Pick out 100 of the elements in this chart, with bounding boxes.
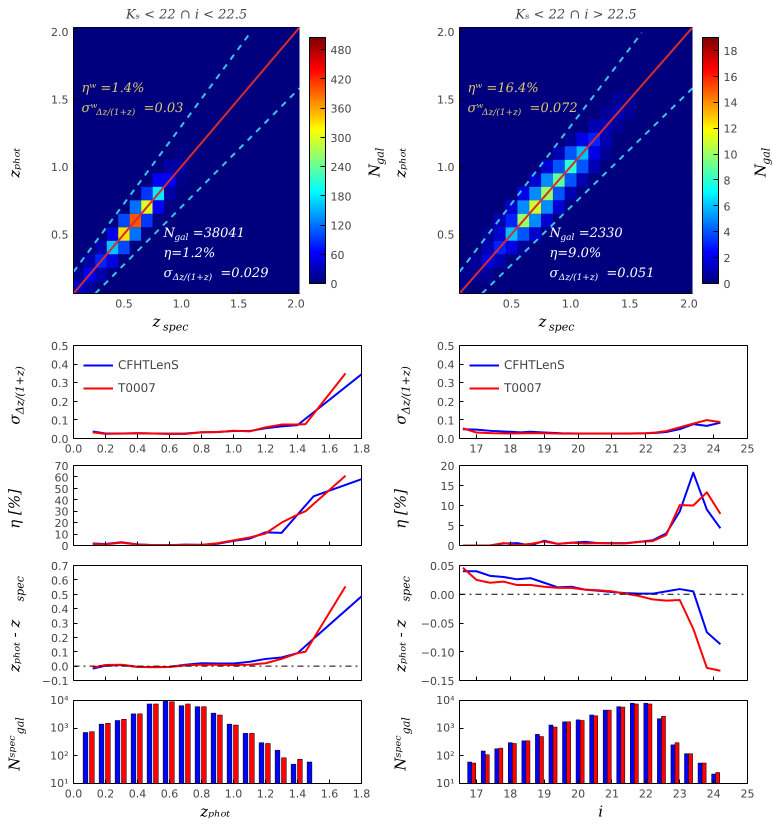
y-tick-label: 20 [54, 517, 69, 530]
y-tick-label: 0.1 [437, 414, 455, 428]
text: =38041 [192, 226, 245, 241]
color-bar-label: 6 [724, 200, 730, 214]
y-tick-label: 0.3 [437, 377, 455, 390]
y-tick-label: 10² [436, 749, 455, 762]
y-tick-label: 10¹ [50, 777, 69, 790]
x-tick-label: 1.2 [256, 788, 274, 800]
x-tick-label: 24 [706, 788, 721, 800]
y-tick-label: 0.1 [51, 646, 69, 660]
color-bar-label: 300 [330, 132, 352, 145]
y-tick-label: 0.7 [51, 560, 69, 573]
y-tick-label: 0.3 [51, 618, 69, 630]
x-tick-label: 0.0 [64, 788, 82, 800]
text: Ngal [366, 148, 386, 178]
y-tick-label: 5 [448, 520, 454, 533]
x-tick-label: 1.0 [224, 788, 242, 800]
y-tick-label: 50 [54, 482, 69, 496]
y-tick-label: 0.5 [437, 228, 455, 242]
x-tick-label: 25 [740, 442, 754, 456]
y-tick-label: 0.3 [51, 377, 69, 390]
y-tick-label: −0.10 [420, 646, 455, 660]
x-axis-title: i [598, 802, 604, 820]
y-axis-title: Nˢᵖᵉᶜgal [392, 716, 412, 772]
x-tick-label: 21 [604, 442, 619, 456]
x-tick-label: 17 [469, 788, 484, 800]
y-tick-label: 1.0 [437, 161, 455, 174]
y-tick-label: 20 [440, 460, 455, 473]
x-tick-label: 1.0 [172, 298, 190, 310]
legend-label: T0007 [118, 381, 156, 395]
line-series [92, 585, 346, 669]
y-axis-title: zₚₕₒₜ [392, 148, 410, 179]
color-bar-label: 4 [724, 226, 730, 240]
y-axis-title: zₚₕₒₜ [6, 148, 24, 179]
annotation: ηʷ =1.4% [82, 81, 144, 96]
color-bar-label: 10 [724, 148, 738, 162]
line-series [462, 491, 722, 546]
y-tick-label: 2.0 [51, 26, 69, 40]
y-tick-label: 0.05 [430, 560, 455, 573]
color-bar-label: 12 [724, 122, 738, 136]
annotation: η=9.0% [550, 246, 602, 261]
text: zₚₕₒₜ - zspec [392, 576, 412, 672]
y-tick-label: 10¹ [436, 777, 455, 790]
x-tick-label: 1.0 [562, 298, 580, 310]
color-bar-label: 0 [330, 278, 338, 291]
x-tick-label: 0.2 [96, 788, 114, 800]
y-tick-label: 0.5 [51, 340, 69, 353]
color-bar-label: 60 [330, 248, 344, 262]
x-tick-label: 23 [672, 442, 687, 456]
y-tick-label: 1.5 [437, 94, 455, 107]
y-axis-title: Nˢᵖᵉᶜgal [6, 716, 26, 772]
y-tick-label: 0.5 [51, 228, 69, 242]
y-tick-label: 15 [440, 480, 455, 493]
y-tick-label: 0.0 [51, 660, 69, 674]
x-tick-label: 0.5 [115, 298, 133, 310]
x-tick-label: 0.4 [128, 442, 146, 456]
x-tick-label: 0.8 [192, 788, 210, 800]
x-tick-label: 1.2 [256, 442, 274, 456]
y-tick-label: 0.2 [51, 396, 69, 409]
y-tick-label: 0.5 [437, 340, 455, 353]
y-tick-label: 70 [54, 460, 69, 473]
y-tick-label: 10⁴ [436, 694, 456, 707]
color-bar-label: 240 [330, 161, 352, 174]
x-tick-label: 0.6 [160, 788, 178, 800]
color-bar-label: 180 [330, 190, 352, 204]
x-tick-label: 1.8 [352, 788, 370, 800]
line-series [462, 566, 722, 672]
x-tick-label: 2.0 [287, 298, 305, 310]
color-bar-label: 420 [330, 73, 352, 86]
legend-label: T0007 [504, 381, 542, 395]
x-tick-label: 0.6 [160, 442, 178, 456]
x-tick-label: 0.8 [192, 442, 210, 456]
text: =2330 [578, 226, 623, 241]
y-tick-label: 0 [62, 540, 68, 553]
y-tick-label: −0.05 [420, 618, 455, 630]
x-tick-label: 21 [604, 788, 619, 800]
x-tick-label: 1.4 [288, 788, 306, 800]
x-tick-label: 18 [503, 788, 518, 800]
y-tick-label: 0.4 [437, 358, 455, 372]
x-tick-label: 1.0 [224, 442, 242, 456]
x-tick-label: 0.5 [502, 298, 520, 310]
y-tick-label: 10² [50, 749, 69, 762]
x-tick-label: 23 [672, 788, 687, 800]
y-tick-label: 0.4 [51, 358, 69, 372]
color-bar-label: 16 [724, 70, 738, 84]
x-tick-label: 19 [537, 442, 552, 456]
color-bar-label: 8 [724, 174, 730, 188]
x-tick-label: 1.5 [621, 298, 639, 310]
y-tick-label: 10⁴ [50, 694, 70, 707]
color-bar-label: 120 [330, 220, 352, 233]
x-tick-label: 20 [571, 442, 586, 456]
y-tick-label: 60 [54, 471, 69, 484]
legend-label: CFHTLenS [504, 358, 565, 372]
y-tick-label: 1.0 [51, 161, 69, 174]
y-tick-label: 0.00 [430, 588, 455, 602]
y-tick-label: 0.4 [51, 603, 69, 616]
x-axis-title: zₚₕₒₜ [199, 802, 230, 820]
x-tick-label: 1.6 [320, 788, 338, 800]
color-bar-label: 360 [330, 102, 352, 116]
annotation: η=1.2% [164, 246, 216, 261]
